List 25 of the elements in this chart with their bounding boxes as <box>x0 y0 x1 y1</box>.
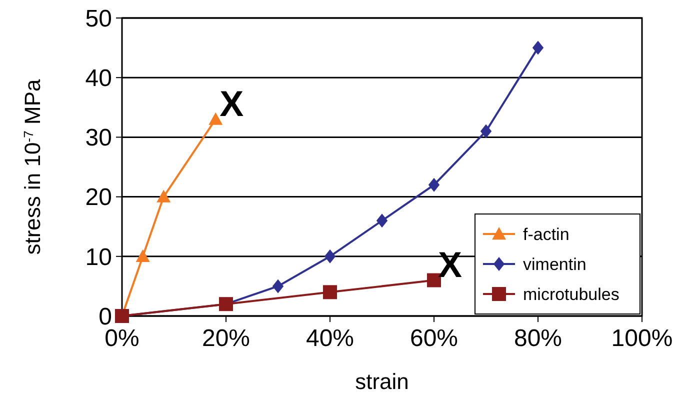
x-tick-label: 100% <box>611 325 673 352</box>
annotation: X <box>220 82 244 124</box>
point <box>480 124 492 138</box>
y-tick-label: 50 <box>85 5 112 32</box>
x-tick-label: 20% <box>202 325 250 352</box>
point <box>136 249 150 262</box>
y-tick-label: 30 <box>85 124 112 152</box>
y-tick-label: 20 <box>85 184 112 212</box>
legend-label: f-actin <box>523 224 570 244</box>
annotation: X <box>438 244 462 285</box>
point <box>376 214 388 228</box>
x-tick-label: 60% <box>410 325 458 352</box>
point <box>428 178 440 192</box>
point <box>272 279 284 294</box>
point <box>532 40 544 55</box>
x-axis-title: strain <box>355 369 409 394</box>
x-tick-label: 40% <box>306 325 354 352</box>
legend-label: microtubules <box>523 284 620 304</box>
x-tick-label: 80% <box>514 325 562 352</box>
y-tick-label: 40 <box>85 65 112 92</box>
point <box>156 190 171 202</box>
y-tick-label: 10 <box>85 244 112 271</box>
legend-label: vimentin <box>523 254 586 274</box>
point <box>323 285 337 300</box>
point <box>324 249 336 264</box>
